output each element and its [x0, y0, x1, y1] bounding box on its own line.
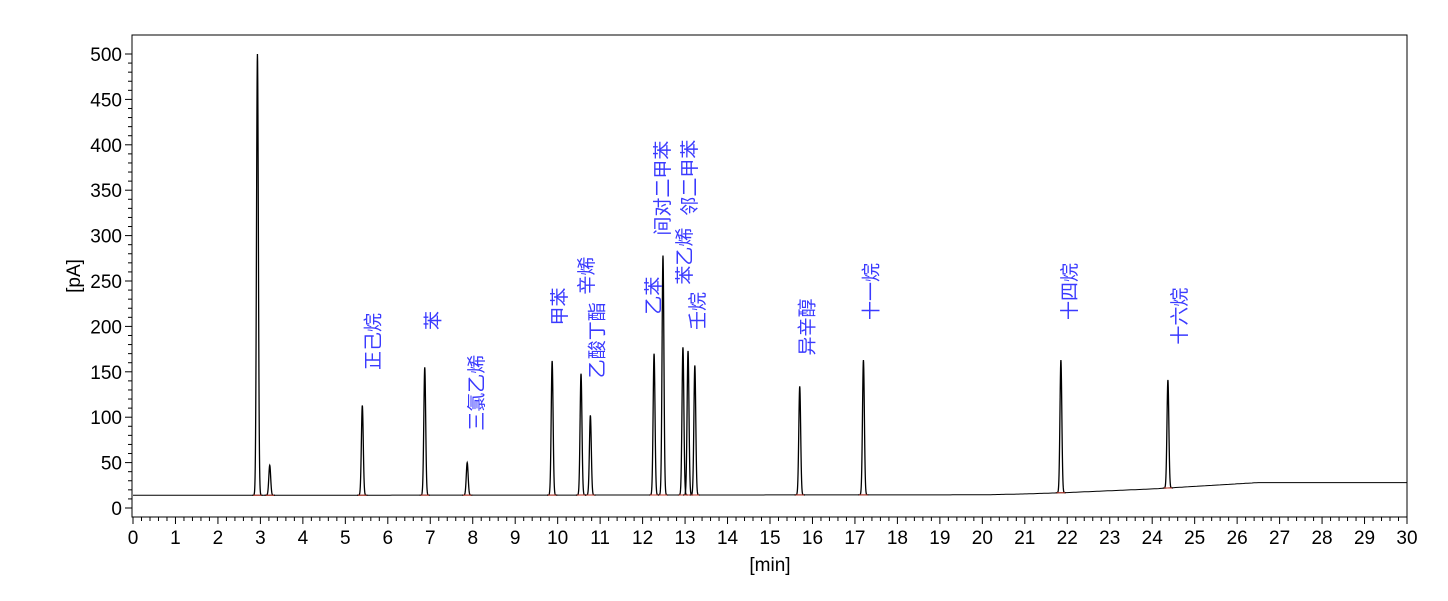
peak-label: 甲苯 — [549, 287, 571, 325]
peak-label: 乙酸丁酯 — [586, 302, 608, 378]
x-tick-label: 27 — [1269, 528, 1290, 549]
x-tick-label: 11 — [590, 528, 610, 549]
peak-label: 辛烯 — [576, 257, 598, 295]
peak-label: 十一烷 — [860, 263, 882, 320]
peak — [252, 53, 263, 496]
trace-group — [133, 53, 1407, 496]
peak-label: 正己烷 — [362, 313, 384, 370]
x-tick-label: 1 — [170, 528, 181, 549]
x-tick-label: 20 — [972, 528, 993, 549]
x-tick-label: 23 — [1099, 528, 1120, 549]
y-tick-label: 450 — [90, 90, 122, 111]
y-tick-label: 250 — [90, 272, 122, 293]
plot-frame — [131, 34, 1408, 518]
y-axis-title: [pA] — [64, 259, 85, 293]
y-tick-label: 100 — [90, 408, 122, 429]
x-tick-label: 9 — [510, 528, 521, 549]
x-tick-label: 17 — [844, 528, 865, 549]
peak — [357, 405, 368, 496]
x-tick-label: 7 — [425, 528, 436, 549]
peak — [585, 415, 596, 496]
x-tick-label: 15 — [759, 528, 780, 549]
x-tick-label: 28 — [1311, 528, 1332, 549]
x-tick-label: 13 — [674, 528, 695, 549]
peak-label: 壬烷 — [687, 292, 709, 330]
x-tick-label: 18 — [887, 528, 908, 549]
x-tick-label: 19 — [929, 528, 950, 549]
x-tick-label: 12 — [632, 528, 653, 549]
x-axis: 0 1 2 3 4 5 6 7 8 9 10 11 12 13 14 15 16 17 18 19 20 21 22 23 24… — [128, 517, 1418, 549]
peak-label: 邻二甲苯 — [679, 140, 701, 216]
peak-label: 十六烷 — [1169, 288, 1191, 345]
baseline-trace — [133, 482, 1407, 496]
peak — [1055, 359, 1066, 494]
y-tick-label: 500 — [90, 45, 122, 66]
x-tick-label: 0 — [128, 528, 139, 549]
x-tick-label: 22 — [1057, 528, 1078, 549]
peak-label: 十四烷 — [1059, 263, 1081, 320]
peak — [648, 353, 660, 496]
y-tick-label: 300 — [90, 227, 122, 248]
peak — [264, 463, 275, 496]
peak — [547, 360, 558, 496]
x-tick-label: 30 — [1396, 528, 1417, 549]
x-tick-label: 25 — [1184, 528, 1205, 549]
peak — [689, 365, 700, 496]
y-tick-label: 200 — [90, 317, 122, 338]
x-tick-label: 4 — [298, 528, 309, 549]
peak-label: 三氯乙烯 — [466, 355, 488, 431]
peak-label: 苯乙烯 — [674, 228, 696, 285]
peak — [462, 460, 473, 496]
peak-label: 间对二甲苯 — [652, 141, 674, 236]
y-tick-label: 350 — [90, 181, 122, 202]
x-tick-label: 8 — [467, 528, 478, 549]
x-axis-title: [min] — [749, 555, 790, 576]
peak — [794, 386, 805, 496]
peak-label: 苯 — [423, 311, 445, 330]
y-axis: 0 50 100 150 200 250 300 350 400 450 500 — [90, 45, 132, 520]
x-tick-label: 24 — [1142, 528, 1164, 549]
x-tick-label: 16 — [802, 528, 823, 549]
peak — [419, 367, 430, 496]
y-tick-label: 0 — [111, 499, 122, 520]
peak — [1162, 379, 1173, 489]
x-tick-label: 10 — [547, 528, 568, 549]
x-tick-label: 26 — [1227, 528, 1248, 549]
x-tick-label: 14 — [717, 528, 739, 549]
y-tick-label: 50 — [101, 454, 122, 475]
x-tick-label: 6 — [383, 528, 394, 549]
y-tick-label: 400 — [90, 136, 122, 157]
x-tick-label: 29 — [1354, 528, 1375, 549]
peak — [575, 373, 587, 496]
peak-label: 乙苯 — [643, 277, 665, 315]
x-tick-label: 21 — [1014, 528, 1035, 549]
x-tick-label: 2 — [213, 528, 224, 549]
x-tick-label: 5 — [340, 528, 351, 549]
peak-label: 异辛醇 — [797, 298, 819, 355]
x-tick-label: 3 — [255, 528, 266, 549]
y-tick-label: 150 — [90, 363, 122, 384]
peak — [858, 359, 869, 496]
